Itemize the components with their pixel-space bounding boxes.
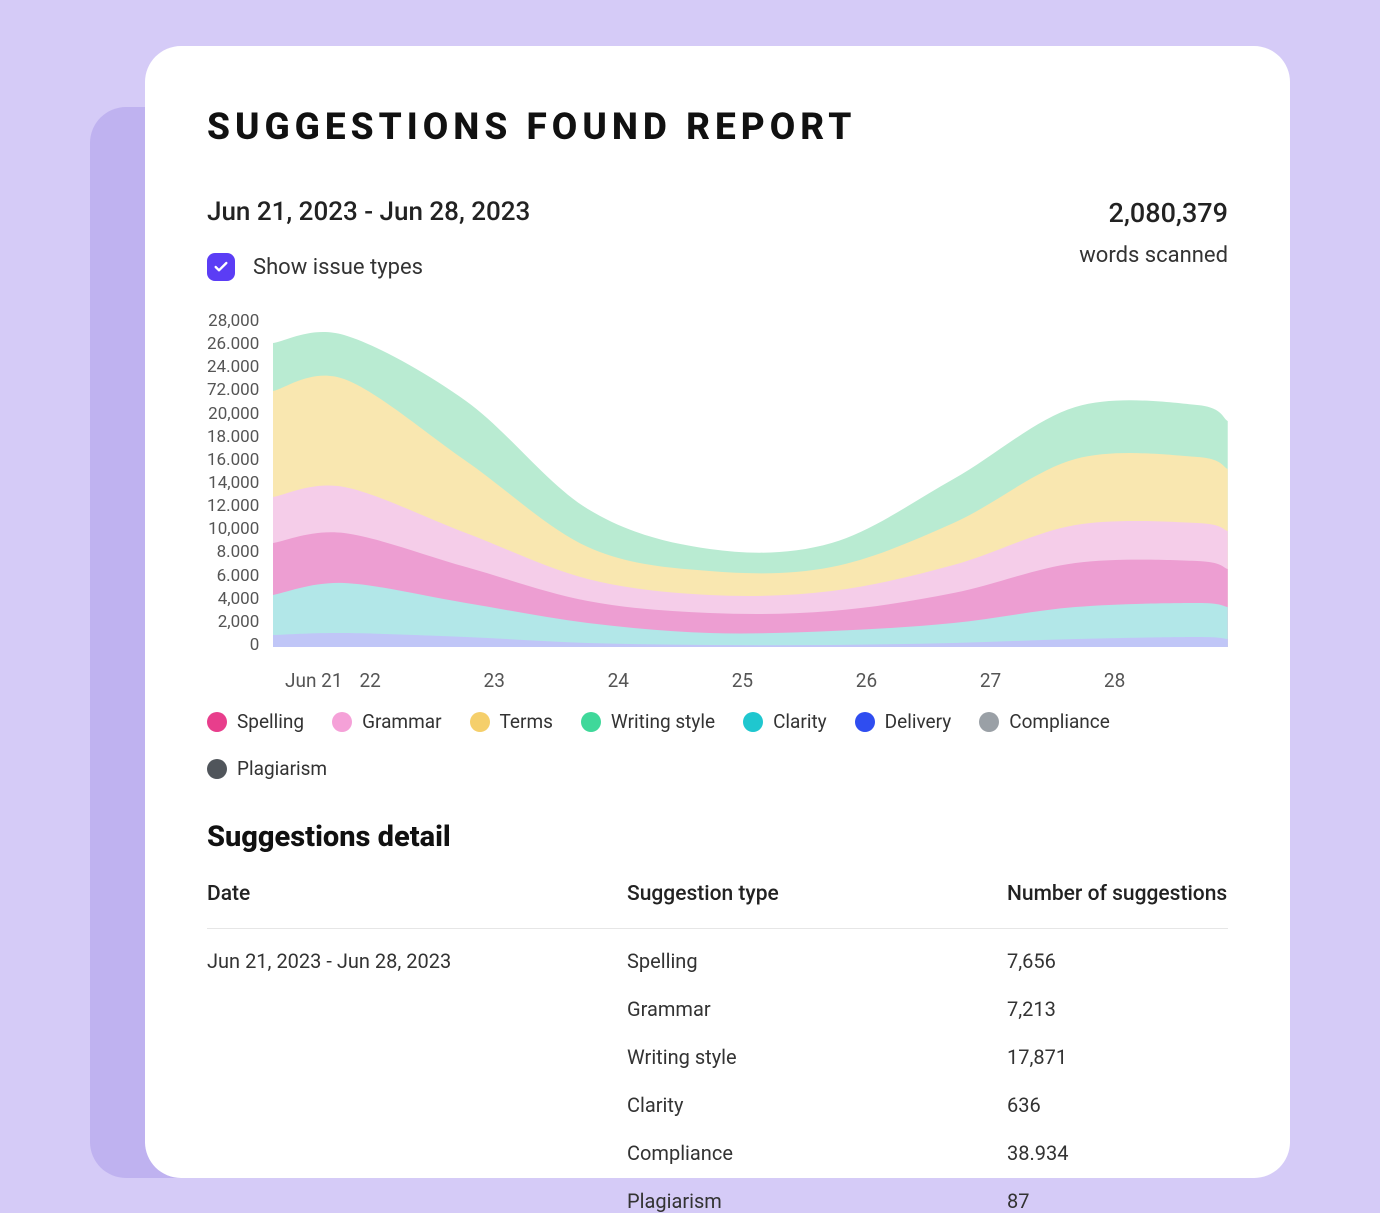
detail-type: Writing style <box>627 1045 1007 1069</box>
words-scanned-value: 2,080,379 <box>1079 197 1228 229</box>
legend-dot <box>581 712 601 732</box>
x-tick: 25 <box>732 669 856 692</box>
chart: 28,000 26.000 24.000 72.000 20,000 18.000 16.0… <box>207 311 1228 659</box>
legend-label: Plagiarism <box>237 757 327 780</box>
meta-left: Jun 21, 2023 - Jun 28, 2023 Show issue t… <box>207 197 530 281</box>
detail-type: Clarity <box>627 1093 1007 1117</box>
legend-item[interactable]: Clarity <box>743 710 827 733</box>
show-issue-types-toggle[interactable]: Show issue types <box>207 253 530 281</box>
y-tick: 20,000 <box>208 404 259 424</box>
detail-type: Spelling <box>627 949 1007 973</box>
detail-title: Suggestions detail <box>207 820 1228 854</box>
legend-item[interactable]: Delivery <box>855 710 952 733</box>
legend-dot <box>743 712 763 732</box>
report-card: SUGGESTIONS FOUND REPORT Jun 21, 2023 - … <box>145 46 1290 1178</box>
detail-count: 7,213 <box>1007 997 1228 1021</box>
legend-item[interactable]: Spelling <box>207 710 304 733</box>
legend-label: Delivery <box>885 710 952 733</box>
detail-type: Compliance <box>627 1141 1007 1165</box>
legend-label: Spelling <box>237 710 304 733</box>
date-range: Jun 21, 2023 - Jun 28, 2023 <box>207 197 530 227</box>
legend-dot <box>207 759 227 779</box>
y-tick: 8.000 <box>217 542 260 562</box>
y-tick: 28,000 <box>208 311 259 331</box>
detail-count: 38.934 <box>1007 1141 1228 1165</box>
table-body: Jun 21, 2023 - Jun 28, 2023 Spelling Gram… <box>207 929 1228 1213</box>
y-tick: 26.000 <box>207 334 259 354</box>
detail-count: 636 <box>1007 1093 1228 1117</box>
y-tick: 72.000 <box>207 380 259 400</box>
legend-label: Grammar <box>362 710 441 733</box>
page-title: SUGGESTIONS FOUND REPORT <box>207 106 1228 149</box>
col-header-date: Date <box>207 882 627 906</box>
legend-label: Compliance <box>1009 710 1110 733</box>
legend-label: Writing style <box>611 710 715 733</box>
legend-dot <box>855 712 875 732</box>
x-tick: 22 <box>359 669 483 692</box>
legend-dot <box>470 712 490 732</box>
y-tick: 6.000 <box>217 566 260 586</box>
y-tick: 2,000 <box>218 612 260 632</box>
chart-y-axis: 28,000 26.000 24.000 72.000 20,000 18.000 16.0… <box>207 311 265 655</box>
area-chart-svg <box>273 311 1228 655</box>
chart-legend: Spelling Grammar Terms Writing style Clarity… <box>207 710 1228 780</box>
x-tick: Jun 21 <box>285 669 359 692</box>
legend-item[interactable]: Grammar <box>332 710 441 733</box>
col-header-type: Suggestion type <box>627 882 1007 906</box>
y-tick: 0 <box>250 635 260 655</box>
legend-item[interactable]: Writing style <box>581 710 715 733</box>
words-scanned-label: words scanned <box>1079 243 1228 268</box>
legend-item[interactable]: Compliance <box>979 710 1110 733</box>
legend-label: Terms <box>500 710 553 733</box>
detail-date: Jun 21, 2023 - Jun 28, 2023 <box>207 949 627 1213</box>
x-tick: 23 <box>484 669 608 692</box>
detail-type: Plagiarism <box>627 1189 1007 1213</box>
x-tick: 27 <box>980 669 1104 692</box>
chart-x-axis: Jun 2122232425262728 <box>285 669 1228 692</box>
legend-label: Clarity <box>773 710 827 733</box>
table-header: Date Suggestion type Number of suggestio… <box>207 882 1228 929</box>
legend-dot <box>979 712 999 732</box>
detail-type: Grammar <box>627 997 1007 1021</box>
meta-right: 2,080,379 words scanned <box>1079 197 1228 268</box>
checkbox-icon[interactable] <box>207 253 235 281</box>
detail-count: 87 <box>1007 1189 1228 1213</box>
y-tick: 10,000 <box>208 519 259 539</box>
legend-item[interactable]: Plagiarism <box>207 757 327 780</box>
x-tick: 28 <box>1104 669 1228 692</box>
meta-row: Jun 21, 2023 - Jun 28, 2023 Show issue t… <box>207 197 1228 281</box>
legend-item[interactable]: Terms <box>470 710 553 733</box>
col-header-count: Number of suggestions <box>1007 882 1228 906</box>
x-tick: 24 <box>608 669 732 692</box>
detail-count: 17,871 <box>1007 1045 1228 1069</box>
y-tick: 4,000 <box>218 589 260 609</box>
legend-dot <box>207 712 227 732</box>
y-tick: 12.000 <box>207 496 259 516</box>
detail-counts: 7,656 7,213 17,871 636 38.934 87 <box>1007 949 1228 1213</box>
y-tick: 18.000 <box>207 427 259 447</box>
checkbox-label: Show issue types <box>253 255 423 280</box>
y-tick: 14,000 <box>208 473 259 493</box>
detail-count: 7,656 <box>1007 949 1228 973</box>
chart-plot <box>273 311 1228 659</box>
x-tick: 26 <box>856 669 980 692</box>
detail-types: Spelling Grammar Writing style Clarity Compl… <box>627 949 1007 1213</box>
legend-dot <box>332 712 352 732</box>
y-tick: 16.000 <box>207 450 259 470</box>
y-tick: 24.000 <box>207 357 259 377</box>
detail-table: Date Suggestion type Number of suggestio… <box>207 882 1228 1213</box>
